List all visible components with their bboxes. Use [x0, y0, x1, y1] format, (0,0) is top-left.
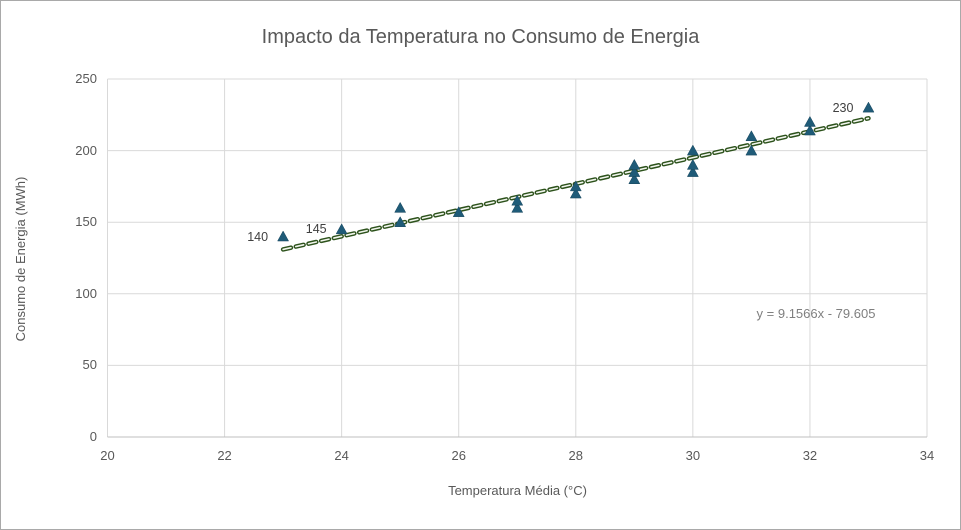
point-label: 145 [305, 222, 327, 237]
scatter-point [804, 115, 816, 127]
chart-title: Impacto da Temperatura no Consumo de Ene… [261, 26, 700, 48]
x-tick-label: 30 [685, 448, 701, 463]
x-tick-label: 26 [451, 448, 466, 463]
scatter-point [745, 144, 758, 156]
y-tick-label: 50 [82, 357, 97, 373]
x-axis-title: Temperatura Média (°C) [448, 483, 587, 498]
x-tick-label: 32 [802, 448, 818, 463]
x-tick-label: 20 [100, 448, 115, 463]
scatter-point [511, 194, 524, 206]
scatter-point [628, 173, 641, 184]
x-tick-label: 22 [217, 448, 232, 463]
scatter-point [394, 216, 407, 227]
scatter-point [569, 187, 582, 199]
x-tick-label: 28 [568, 448, 584, 463]
scatter-point [511, 201, 524, 213]
scatter-point [628, 158, 641, 170]
y-tick-label: 0 [89, 429, 97, 444]
scatter-point [628, 166, 641, 177]
scatter-point [745, 130, 758, 142]
scatter-point [569, 180, 582, 192]
x-tick-label: 24 [334, 448, 349, 463]
scatter-point [277, 230, 290, 242]
y-tick-label: 250 [75, 71, 97, 86]
x-tick-label: 34 [919, 448, 935, 463]
scatter-point [686, 144, 699, 156]
scatter-point [686, 166, 699, 177]
y-tick-label: 200 [75, 142, 97, 158]
y-tick-label: 150 [75, 214, 97, 230]
scatter-point [686, 158, 699, 170]
scatter-point [862, 101, 875, 113]
scatter-point [335, 223, 348, 235]
point-label: 140 [247, 229, 269, 244]
scatter-point [452, 206, 465, 217]
trendline-equation: y = 9.1566x - 79.605 [756, 306, 876, 321]
scatter-point [804, 124, 816, 136]
point-label: 230 [832, 100, 854, 115]
y-tick-label: 100 [75, 285, 97, 301]
scatter-point [394, 201, 407, 213]
